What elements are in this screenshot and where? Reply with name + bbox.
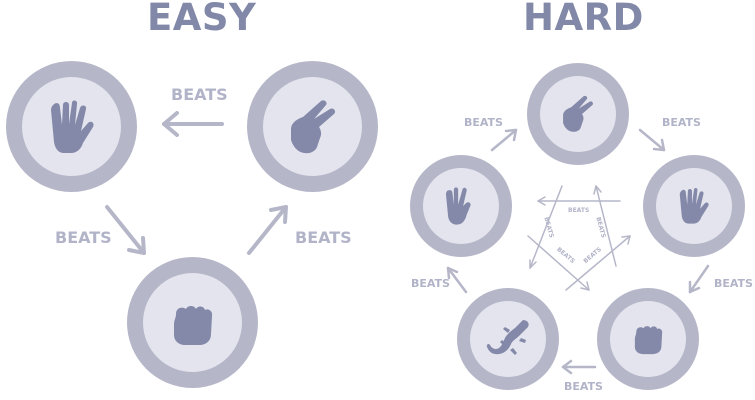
- easy-beats-label-left: BEATS: [55, 228, 112, 247]
- hard-arrow-scissors-beats-paper: [638, 128, 666, 152]
- hard-arrow-spock-beats-rock: [527, 235, 590, 291]
- easy-title: EASY: [147, 0, 257, 39]
- hard-rock-token: [597, 288, 699, 390]
- easy-scissors-token: [247, 61, 378, 192]
- hard-title: HARD: [523, 0, 644, 39]
- easy-arrow-paper-beats-rock: [105, 205, 146, 255]
- lizard-icon: [486, 320, 529, 355]
- hard-beats-label-top-left: BEATS: [464, 116, 503, 129]
- spock-hand-icon: [446, 187, 471, 225]
- easy-arrow-rock-beats-scissors: [247, 205, 288, 255]
- hard-arrow-scissors-beats-lizard: [529, 185, 563, 269]
- hard-arrow-lizard-beats-paper: [565, 235, 631, 291]
- hard-arrow-spock-beats-scissors: [490, 128, 518, 152]
- hard-beats-label-right: BEATS: [714, 277, 753, 290]
- easy-paper-token: [6, 61, 137, 192]
- open-hand-icon: [51, 100, 94, 153]
- hard-beats-label-top-right: BEATS: [662, 116, 701, 129]
- hard-paper-token: [643, 155, 745, 257]
- hard-arrow-lizard-beats-spock: [446, 266, 468, 294]
- fist-icon: [174, 306, 213, 345]
- easy-beats-label-right: BEATS: [295, 228, 352, 247]
- fist-icon: [634, 326, 663, 355]
- easy-rock-token: [127, 257, 258, 388]
- hard-arrow-paper-beats-spock: [537, 196, 621, 206]
- open-hand-icon: [679, 187, 709, 224]
- hard-spock-token: [410, 155, 512, 257]
- easy-beats-label-top: BEATS: [171, 85, 228, 104]
- hard-lizard-token: [457, 288, 559, 390]
- hard-inner-beats-label-top: BEATS: [568, 207, 590, 214]
- hard-beats-label-left: BEATS: [411, 277, 450, 290]
- scissors-hand-icon: [291, 100, 336, 154]
- hard-scissors-token: [527, 63, 629, 165]
- scissors-hand-icon: [563, 95, 593, 132]
- easy-arrow-scissors-beats-paper: [162, 111, 224, 137]
- hard-beats-label-bottom: BEATS: [564, 380, 603, 393]
- hard-arrow-rock-beats-scissors: [593, 185, 617, 267]
- hard-arrow-paper-beats-rock: [688, 264, 710, 294]
- hard-arrow-rock-beats-lizard: [561, 359, 597, 375]
